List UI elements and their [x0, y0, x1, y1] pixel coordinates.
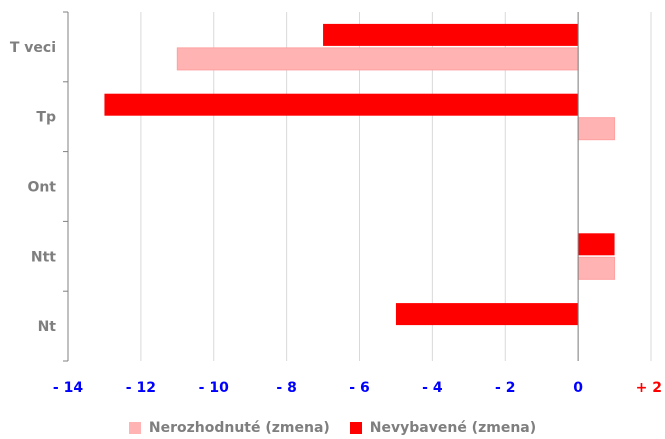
- category-label: Ont: [27, 180, 56, 196]
- legend-swatch-nevybavene: [349, 422, 362, 434]
- x-tick-label: - 8: [276, 380, 296, 396]
- x-tick-label: - 10: [199, 380, 229, 396]
- legend-swatch-nerozhodnute: [128, 422, 141, 434]
- axes: [63, 11, 579, 362]
- x-tick-label: - 4: [422, 380, 443, 396]
- legend-label-nevybavene: Nevybavené (zmena): [369, 420, 537, 436]
- legend-item-nerozhodnute: Nerozhodnuté (zmena): [128, 420, 330, 436]
- category-label: T veci: [10, 40, 56, 56]
- bar: [323, 23, 579, 46]
- bars: [104, 23, 616, 326]
- x-tick-label: - 6: [349, 380, 369, 396]
- category-label: Tp: [36, 110, 56, 126]
- x-tick-label: - 14: [53, 380, 83, 396]
- bar: [395, 303, 579, 326]
- x-tick-labels: - 14 - 12 - 10 - 8 - 6 - 4 - 2 0 + 2: [53, 380, 662, 396]
- x-tick-label: 0: [573, 380, 583, 396]
- legend-item-nevybavene: Nevybavené (zmena): [349, 420, 537, 436]
- category-label: Nt: [38, 319, 57, 335]
- bar: [104, 93, 579, 116]
- bar: [578, 233, 615, 256]
- legend-label-nerozhodnute: Nerozhodnuté (zmena): [148, 420, 330, 436]
- category-labels: T veci Tp Ont Ntt Nt: [10, 40, 56, 335]
- x-tick-label: - 2: [495, 380, 515, 396]
- bar: [577, 117, 616, 141]
- x-tick-label: - 12: [126, 380, 156, 396]
- bar: [176, 47, 579, 71]
- category-label: Ntt: [31, 249, 56, 265]
- x-tick-label: + 2: [636, 380, 662, 396]
- legend: Nerozhodnuté (zmena) Nevybavené (zmena): [0, 420, 665, 436]
- bar: [577, 256, 616, 280]
